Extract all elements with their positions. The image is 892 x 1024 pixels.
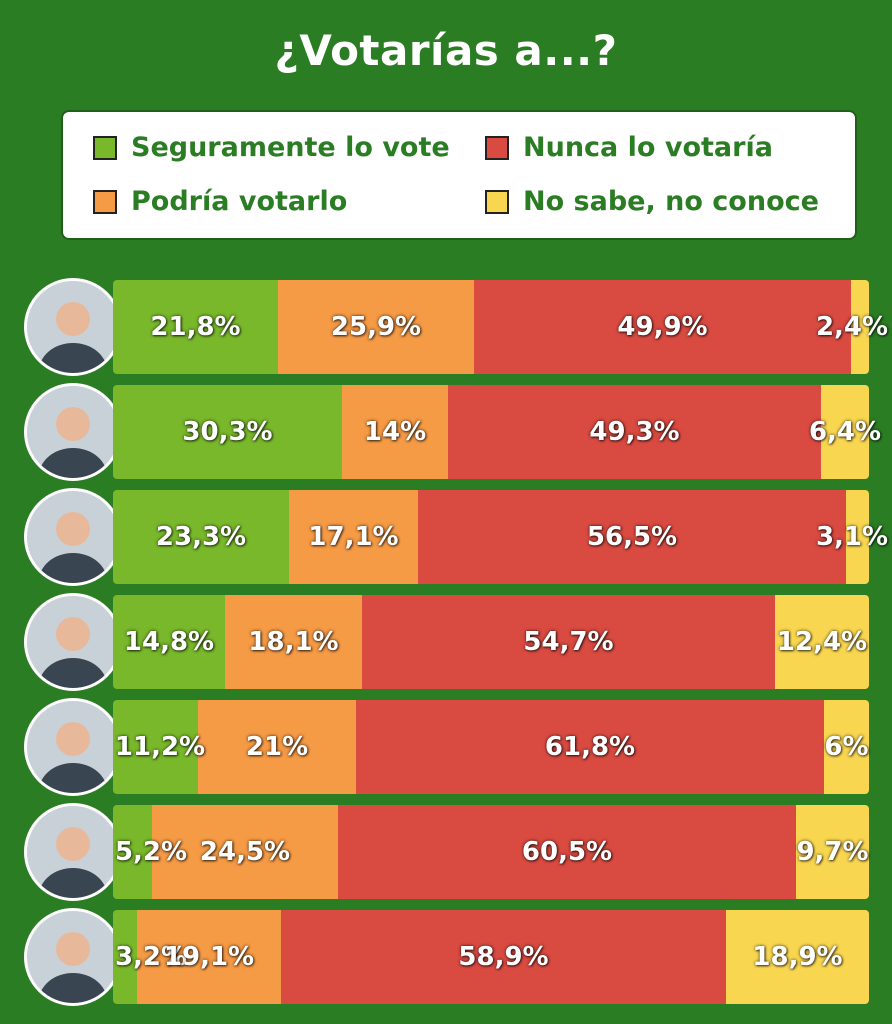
legend-item-podria: Podría votarlo [93, 186, 347, 217]
chart-title: ¿Votarías a...? [274, 26, 618, 75]
data-label-podria-row-7: 19,1% [163, 942, 255, 972]
person-silhouette-icon [27, 701, 119, 793]
data-label-nosabe-row-6: 9,7% [796, 837, 869, 867]
bar-segment-nosabe-row-5 [824, 700, 869, 794]
bar-row-5 [113, 700, 869, 794]
bar-segment-nunca-row-3 [418, 490, 846, 584]
data-label-nosabe-row-1: 2,4% [815, 312, 889, 342]
data-label-nunca-row-1: 49,9% [617, 312, 708, 342]
bar-segment-seguro-row-4 [113, 595, 225, 689]
bar-segment-nosabe-row-6 [796, 805, 869, 899]
bar-segment-nunca-row-1 [474, 280, 851, 374]
bar-segment-podria-row-7 [137, 910, 281, 1004]
data-label-nosabe-row-2: 6,4% [808, 417, 882, 447]
row-5-avatar [24, 698, 122, 796]
bar-segment-nunca-row-6 [338, 805, 796, 899]
legend-swatch-seguramente [93, 135, 117, 160]
legend-label-no-sabe: No sabe, no conoce [523, 186, 819, 217]
legend-label-podria: Podría votarlo [131, 186, 348, 217]
data-label-nunca-row-7: 58,9% [458, 942, 549, 972]
data-label-nunca-row-6: 60,5% [521, 837, 613, 867]
bar-segment-seguro-row-7 [113, 910, 137, 1004]
row-3-avatar [24, 488, 122, 586]
data-label-seguro-row-2: 30,3% [182, 417, 273, 447]
bar-row-2 [113, 385, 869, 479]
data-label-nunca-row-2: 49,3% [589, 417, 680, 447]
bar-segment-seguro-row-2 [113, 385, 342, 479]
row-7-avatar [24, 908, 122, 1006]
legend-label-nunca: Nunca lo votaría [523, 132, 773, 163]
data-label-seguro-row-5: 11,2% [114, 732, 206, 762]
data-label-podria-row-4: 18,1% [248, 627, 339, 657]
legend-item-seguramente: Seguramente lo vote [93, 132, 450, 163]
data-label-seguro-row-4: 14,8% [123, 627, 215, 657]
bar-segment-nunca-row-7 [281, 910, 726, 1004]
data-label-podria-row-5: 21% [245, 732, 309, 762]
person-silhouette-icon [27, 911, 119, 1003]
person-silhouette-icon [27, 806, 119, 898]
person-silhouette-icon [27, 491, 119, 583]
bar-row-3 [113, 490, 869, 584]
data-label-podria-row-3: 17,1% [308, 522, 399, 552]
data-label-nosabe-row-4: 12,4% [776, 627, 868, 657]
bar-segment-nunca-row-5 [356, 700, 824, 794]
row-4-avatar [24, 593, 122, 691]
bar-segment-podria-row-2 [342, 385, 448, 479]
legend-swatch-nunca [485, 135, 509, 160]
data-label-podria-row-2: 14% [363, 417, 427, 447]
bar-row-7 [113, 910, 869, 1004]
row-6-avatar [24, 803, 122, 901]
data-label-nunca-row-5: 61,8% [544, 732, 636, 762]
bar-segment-nosabe-row-7 [726, 910, 869, 1004]
bar-segment-seguro-row-5 [113, 700, 198, 794]
legend-item-nunca: Nunca lo votaría [485, 132, 773, 163]
data-label-nosabe-row-5: 6% [824, 732, 869, 762]
bar-segment-podria-row-4 [225, 595, 362, 689]
bar-segment-seguro-row-1 [113, 280, 278, 374]
data-label-nosabe-row-3: 3,1% [815, 522, 889, 552]
row-1-avatar [24, 278, 122, 376]
person-silhouette-icon [27, 281, 119, 373]
data-label-podria-row-6: 24,5% [199, 837, 291, 867]
data-label-nosabe-row-7: 18,9% [752, 942, 843, 972]
person-silhouette-icon [27, 386, 119, 478]
bar-row-4 [113, 595, 869, 689]
bar-segment-podria-row-5 [198, 700, 356, 794]
legend-item-no-sabe: No sabe, no conoce [485, 186, 819, 217]
person-silhouette-icon [27, 596, 119, 688]
data-label-podria-row-1: 25,9% [330, 312, 422, 342]
bar-segment-nosabe-row-1 [851, 280, 869, 374]
bar-segment-podria-row-1 [278, 280, 474, 374]
row-2-avatar [24, 383, 122, 481]
legend-swatch-podria [93, 189, 117, 214]
data-label-seguro-row-1: 21,8% [150, 312, 241, 342]
bar-segment-podria-row-3 [289, 490, 418, 584]
bar-segment-nosabe-row-2 [821, 385, 869, 479]
data-label-nunca-row-4: 54,7% [523, 627, 614, 657]
legend: Seguramente lo vote Nunca lo votaría Pod… [61, 110, 857, 240]
bar-segment-podria-row-6 [152, 805, 338, 899]
bar-row-1 [113, 280, 869, 374]
bar-segment-nosabe-row-3 [846, 490, 869, 584]
bar-segment-seguro-row-3 [113, 490, 289, 584]
data-label-seguro-row-3: 23,3% [155, 522, 247, 552]
bar-segment-nunca-row-4 [362, 595, 775, 689]
legend-swatch-no-sabe [485, 189, 509, 214]
legend-label-seguramente: Seguramente lo vote [131, 132, 450, 163]
bar-row-6 [113, 805, 869, 899]
data-label-seguro-row-7: 3,2% [114, 942, 188, 972]
bar-segment-nosabe-row-4 [775, 595, 869, 689]
data-label-nunca-row-3: 56,5% [586, 522, 678, 552]
data-label-seguro-row-6: 5,2% [114, 837, 188, 867]
bar-segment-nunca-row-2 [448, 385, 821, 479]
bar-segment-seguro-row-6 [113, 805, 152, 899]
